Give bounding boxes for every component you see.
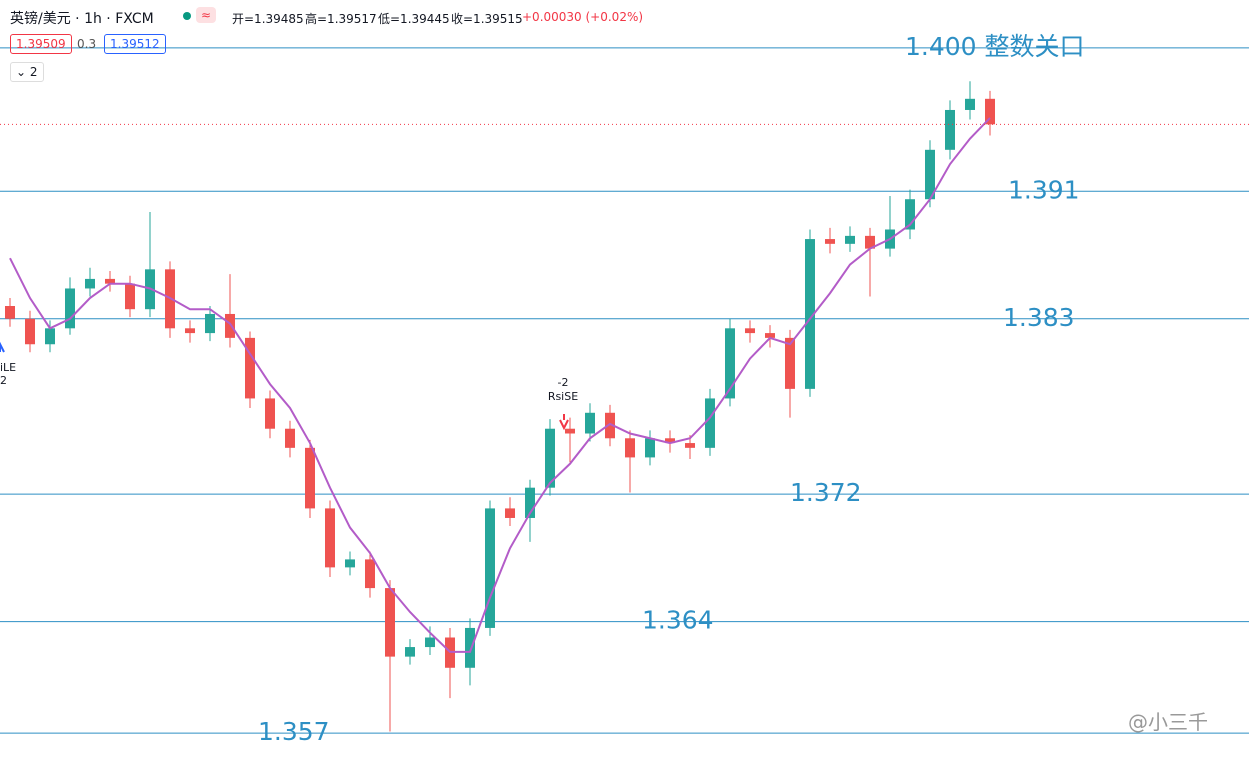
level-label: 1.364 xyxy=(642,606,714,635)
candle-body xyxy=(105,278,115,284)
candle-body xyxy=(65,288,75,329)
candle-body xyxy=(265,398,275,429)
indicator-count: 2 xyxy=(29,65,38,79)
candle-body xyxy=(405,647,415,657)
candle-body xyxy=(705,398,715,448)
candle-body xyxy=(905,199,915,230)
candle-body xyxy=(325,508,335,568)
candle-body xyxy=(385,588,395,657)
candle-body xyxy=(345,559,355,568)
candle-body xyxy=(565,428,575,434)
candle-body xyxy=(5,306,15,319)
candle-body xyxy=(925,149,935,200)
level-label: 1.400 整数关口 xyxy=(905,32,1085,61)
level-label: 1.383 xyxy=(1003,303,1075,332)
chevron: ⌄ xyxy=(16,65,30,79)
candle-body xyxy=(485,508,495,628)
candle-body xyxy=(785,337,795,389)
candle-body xyxy=(585,412,595,434)
candle-body xyxy=(125,283,135,310)
ohlc-high: 高=1.39517 xyxy=(305,12,377,26)
candle-body xyxy=(545,428,555,488)
level-label: 1.357 xyxy=(258,717,330,746)
ohlc-close: 收=1.39515 xyxy=(451,12,523,26)
candle-body xyxy=(365,559,375,589)
status-dot xyxy=(183,12,191,20)
candle-body xyxy=(845,235,855,244)
candle-body xyxy=(505,508,515,518)
signal-arrow xyxy=(559,414,569,431)
candle-body xyxy=(645,438,655,458)
candle-body xyxy=(625,438,635,458)
candle-body xyxy=(225,313,235,338)
candle-body xyxy=(25,318,35,345)
bid-button[interactable]: 1.39509 xyxy=(10,34,72,54)
ohlc-open: 开=1.39485 xyxy=(232,12,304,26)
candle-body xyxy=(525,487,535,518)
candle-body xyxy=(745,328,755,334)
ohlc-low: 低=1.39445 xyxy=(378,12,450,26)
candle-body xyxy=(305,447,315,509)
candle-body xyxy=(85,278,95,289)
candle-body xyxy=(45,328,55,345)
candle-body xyxy=(805,239,815,389)
candle-body xyxy=(285,428,295,448)
candle-body xyxy=(665,438,675,444)
signal-arrow xyxy=(0,341,5,353)
candle-body xyxy=(205,313,215,334)
candle-body xyxy=(865,235,875,249)
candle-body xyxy=(945,109,955,150)
indicator-toggle[interactable]: ⌄ 2 xyxy=(10,62,44,82)
ask-button[interactable]: 1.39512 xyxy=(104,34,166,54)
candle-body xyxy=(765,333,775,338)
candle-body xyxy=(245,337,255,399)
candle-body xyxy=(605,412,615,439)
signal-label: 2 xyxy=(0,374,7,387)
spread: 0.3 xyxy=(77,37,97,51)
candle-body xyxy=(185,328,195,334)
market-icon[interactable]: ≈ xyxy=(196,7,216,23)
candle-body xyxy=(725,328,735,399)
candle-body xyxy=(685,443,695,448)
change: +0.00030 (+0.02%) xyxy=(522,10,644,24)
level-label: 1.391 xyxy=(1008,175,1080,204)
ma-line xyxy=(9,117,991,653)
signal-label: RsiSE xyxy=(548,390,578,403)
level-label: 1.372 xyxy=(790,478,862,507)
signal-label: iLE xyxy=(0,361,16,374)
symbol[interactable]: 英镑/美元 · 1h · FXCM xyxy=(10,11,154,27)
signal-label: -2 xyxy=(558,376,569,389)
candle-body xyxy=(985,98,995,125)
candle-body xyxy=(825,239,835,244)
watermark: @小三千 xyxy=(1128,710,1208,734)
candle-body xyxy=(965,98,975,110)
candle-body xyxy=(465,627,475,668)
candle-body xyxy=(425,637,435,648)
